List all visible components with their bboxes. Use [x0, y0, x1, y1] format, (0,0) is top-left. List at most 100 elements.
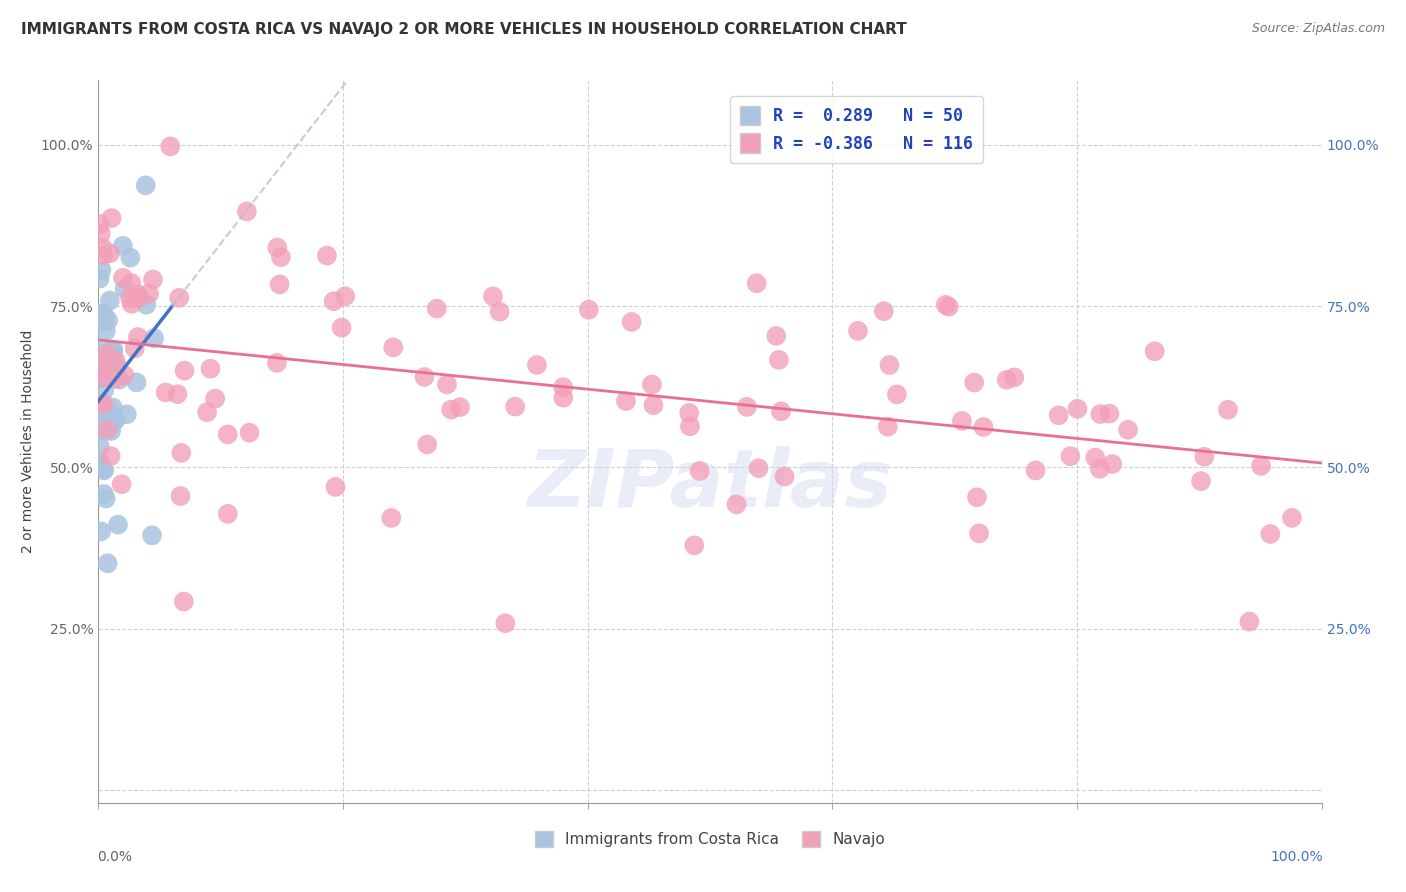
Point: [725, 497, 748, 511]
Point: [236, 204, 259, 219]
Point: [120, 291, 142, 305]
Point: [1250, 458, 1272, 473]
Point: [89, 217, 111, 231]
Point: [166, 387, 188, 401]
Point: [93, 307, 115, 321]
Point: [89, 417, 111, 431]
Point: [748, 461, 770, 475]
Text: 100.0%: 100.0%: [1270, 850, 1323, 863]
Point: [1088, 462, 1111, 476]
Point: [114, 282, 136, 296]
Point: [108, 373, 131, 387]
Point: [159, 139, 181, 153]
Point: [94, 491, 117, 506]
Point: [127, 330, 149, 344]
Point: [173, 363, 195, 377]
Point: [413, 370, 436, 384]
Point: [115, 407, 138, 421]
Point: [90, 524, 112, 539]
Point: [436, 377, 458, 392]
Point: [98, 406, 121, 420]
Point: [938, 300, 960, 314]
Point: [620, 315, 643, 329]
Point: [935, 298, 957, 312]
Point: [98, 351, 121, 365]
Text: IMMIGRANTS FROM COSTA RICA VS NAVAJO 2 OR MORE VEHICLES IN HOUSEHOLD CORRELATION: IMMIGRANTS FROM COSTA RICA VS NAVAJO 2 O…: [21, 22, 907, 37]
Point: [93, 487, 115, 501]
Point: [112, 270, 135, 285]
Point: [100, 211, 122, 225]
Point: [846, 324, 869, 338]
Point: [89, 455, 111, 469]
Point: [90, 351, 112, 366]
Point: [90, 315, 112, 329]
Text: Source: ZipAtlas.com: Source: ZipAtlas.com: [1251, 22, 1385, 36]
Point: [167, 291, 190, 305]
Point: [91, 370, 114, 384]
Point: [950, 414, 973, 428]
Point: [100, 449, 122, 463]
Point: [98, 246, 121, 260]
Point: [382, 340, 405, 354]
Point: [1025, 463, 1047, 477]
Point: [97, 556, 120, 570]
Point: [553, 391, 575, 405]
Point: [101, 401, 124, 415]
Point: [89, 425, 111, 439]
Point: [769, 404, 792, 418]
Point: [578, 302, 600, 317]
Point: [966, 490, 988, 504]
Point: [91, 401, 114, 416]
Point: [1281, 511, 1303, 525]
Point: [93, 384, 115, 398]
Point: [1189, 474, 1212, 488]
Point: [553, 380, 575, 394]
Point: [128, 291, 150, 305]
Point: [735, 400, 758, 414]
Point: [125, 376, 148, 390]
Point: [641, 377, 664, 392]
Point: [104, 413, 127, 427]
Point: [1239, 615, 1261, 629]
Point: [683, 538, 706, 552]
Point: [879, 358, 901, 372]
Point: [195, 405, 218, 419]
Y-axis label: 2 or more Vehicles in Household: 2 or more Vehicles in Household: [21, 330, 35, 553]
Point: [1260, 527, 1282, 541]
Point: [679, 419, 702, 434]
Point: [93, 463, 115, 477]
Point: [204, 392, 226, 406]
Point: [107, 517, 129, 532]
Point: [98, 352, 121, 367]
Point: [269, 277, 291, 292]
Point: [440, 402, 463, 417]
Point: [89, 363, 111, 377]
Point: [105, 359, 128, 374]
Point: [89, 397, 111, 411]
Point: [135, 298, 157, 312]
Point: [89, 439, 111, 453]
Point: [96, 356, 118, 370]
Point: [449, 400, 471, 414]
Point: [873, 304, 896, 318]
Point: [217, 427, 239, 442]
Point: [170, 446, 193, 460]
Point: [94, 324, 117, 338]
Point: [380, 511, 402, 525]
Point: [89, 371, 111, 385]
Point: [482, 289, 505, 303]
Point: [1216, 402, 1239, 417]
Point: [91, 248, 114, 262]
Point: [173, 594, 195, 608]
Point: [120, 251, 142, 265]
Point: [135, 178, 157, 193]
Point: [98, 293, 121, 308]
Point: [316, 249, 339, 263]
Point: [266, 356, 288, 370]
Point: [325, 480, 347, 494]
Point: [745, 277, 768, 291]
Point: [972, 420, 994, 434]
Point: [91, 342, 114, 356]
Point: [103, 343, 125, 357]
Point: [90, 413, 112, 427]
